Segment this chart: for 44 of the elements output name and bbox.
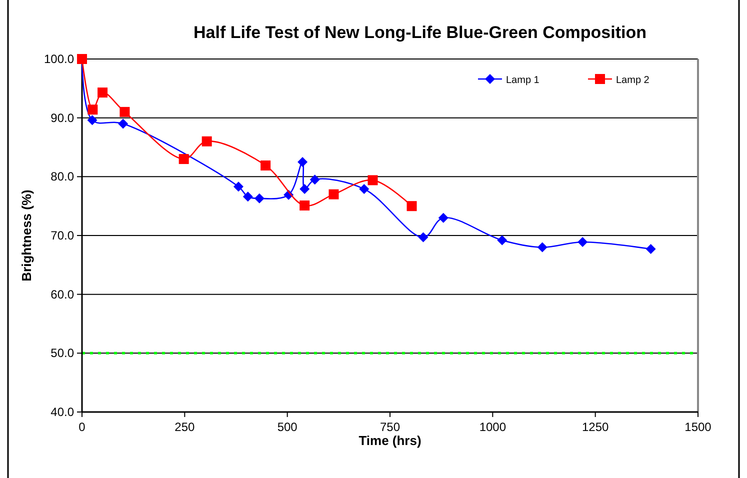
- point: [418, 232, 428, 242]
- point: [233, 182, 244, 192]
- y-tick-label: 90.0: [50, 110, 74, 125]
- x-tick-label: 1250: [582, 420, 610, 434]
- point: [328, 189, 339, 200]
- point: [578, 236, 588, 247]
- y-tick-label: 60.0: [50, 287, 74, 302]
- point: [254, 193, 264, 204]
- y-tick-label: 70.0: [50, 228, 74, 242]
- point: [178, 154, 189, 164]
- x-tick-label: 1500: [684, 420, 712, 434]
- x-tick-label: 1000: [479, 420, 506, 434]
- point: [98, 88, 108, 98]
- y-tick-label: 40.0: [50, 405, 74, 419]
- point: [497, 235, 508, 246]
- y-tick-label: 50.0: [50, 346, 74, 360]
- x-tick-label: 750: [380, 420, 400, 434]
- point: [120, 106, 130, 117]
- x-axis-title: Time (hrs): [358, 433, 422, 448]
- point: [202, 136, 212, 146]
- point: [646, 244, 656, 254]
- legend-label: Lamp 1: [506, 75, 540, 86]
- x-tick-label: 250: [174, 420, 195, 434]
- point: [406, 201, 417, 212]
- point: [87, 115, 98, 126]
- x-tick-label: 500: [277, 420, 298, 434]
- point: [300, 200, 310, 210]
- point: [537, 242, 548, 252]
- y-tick-label: 100.0: [44, 52, 74, 66]
- point: [368, 175, 378, 186]
- legend-label: Lamp 2: [616, 75, 650, 86]
- point: [310, 174, 320, 185]
- point: [438, 212, 448, 223]
- y-axis-title: Brightness (%): [19, 190, 34, 282]
- point: [260, 160, 271, 170]
- point: [88, 104, 98, 115]
- point: [118, 118, 128, 129]
- point: [242, 192, 253, 202]
- chart-title: Half Life Test of New Long-Life Blue-Green Composition: [193, 23, 647, 42]
- point: [300, 184, 310, 194]
- x-tick-label: 0: [78, 420, 86, 434]
- point: [298, 156, 308, 167]
- point: [359, 184, 370, 194]
- y-tick-label: 80.0: [50, 170, 74, 184]
